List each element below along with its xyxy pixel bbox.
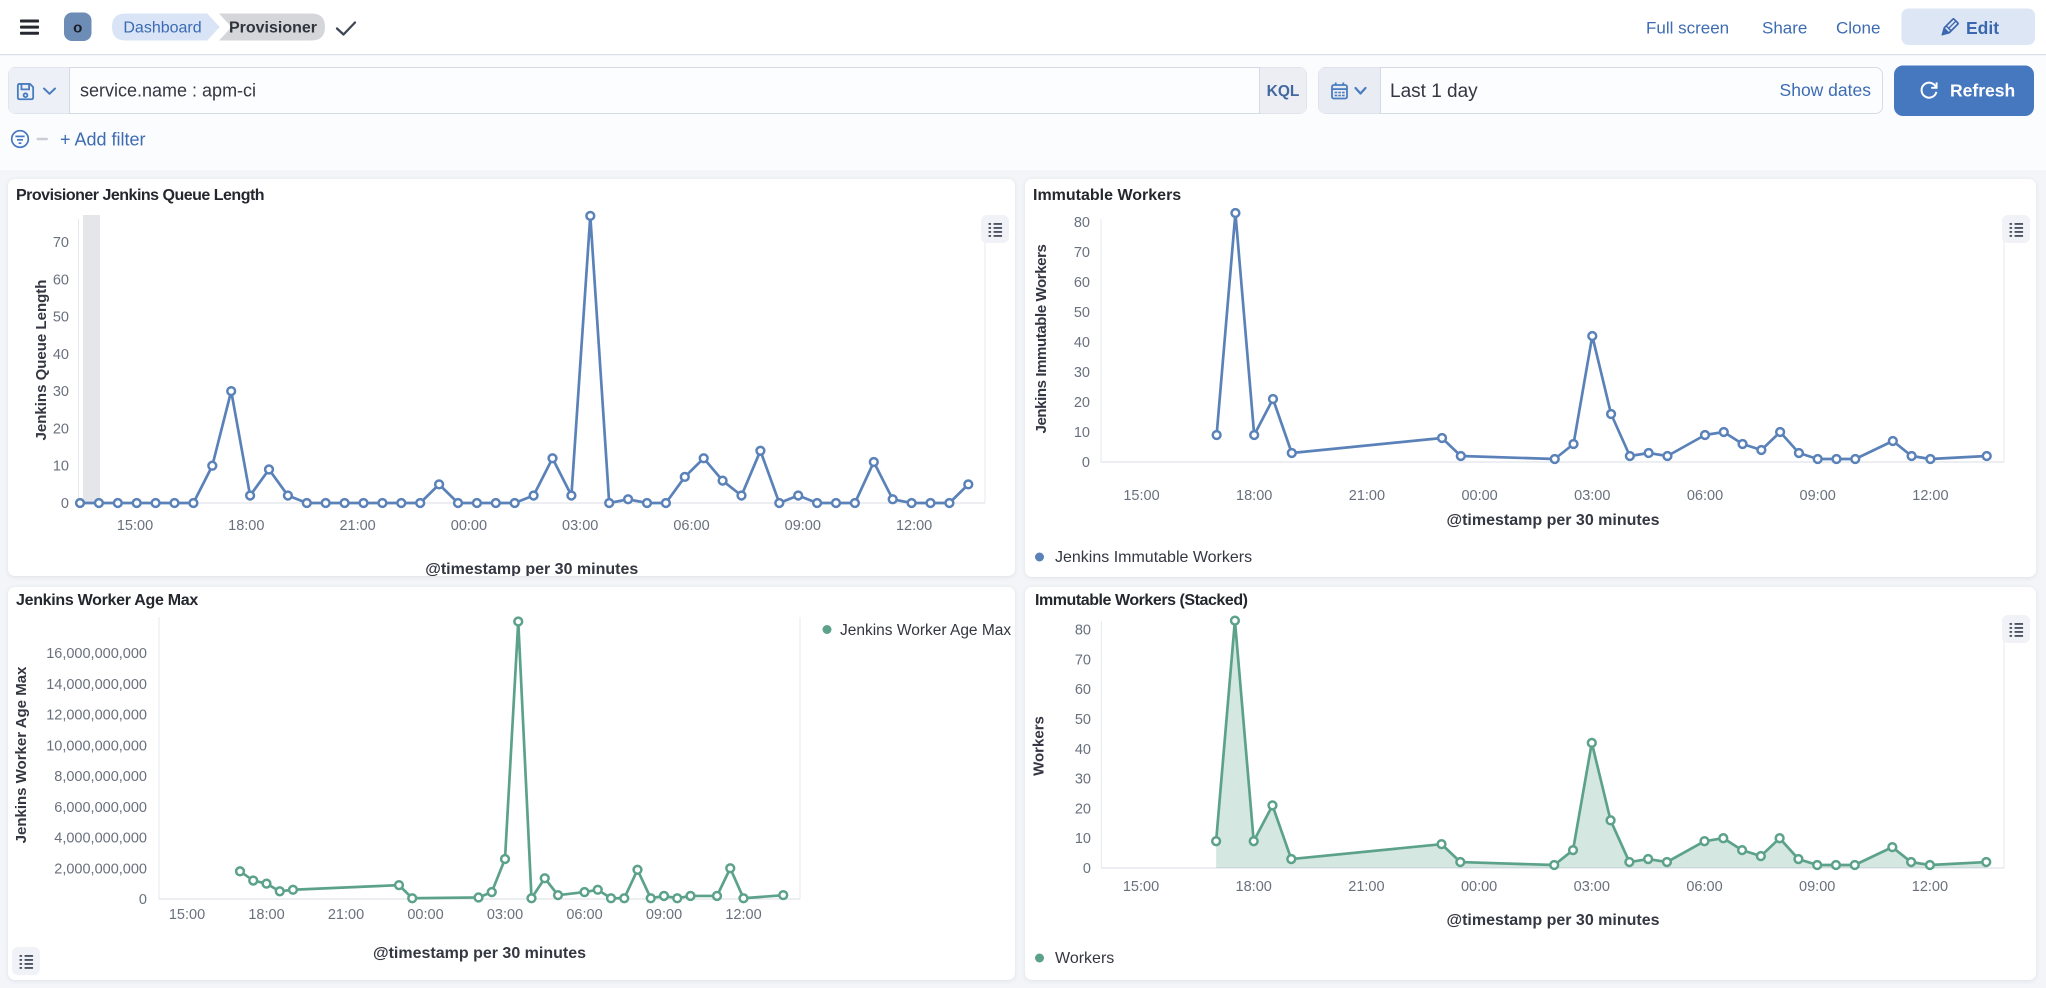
- svg-text:@timestamp per 30 minutes: @timestamp per 30 minutes: [1447, 912, 1660, 929]
- svg-text:70: 70: [1074, 245, 1090, 261]
- svg-text:03:00: 03:00: [1574, 488, 1610, 504]
- svg-text:Share: Share: [1762, 19, 1807, 38]
- svg-text:70: 70: [53, 235, 69, 251]
- svg-text:+ Add filter: + Add filter: [60, 130, 146, 150]
- svg-text:15:00: 15:00: [1123, 879, 1159, 895]
- svg-text:o: o: [73, 20, 82, 37]
- svg-text:60: 60: [53, 272, 69, 288]
- svg-text:18:00: 18:00: [1236, 488, 1272, 504]
- svg-text:Jenkins Worker Age Max: Jenkins Worker Age Max: [13, 666, 30, 843]
- svg-text:21:00: 21:00: [1349, 488, 1385, 504]
- svg-text:21:00: 21:00: [1348, 879, 1384, 895]
- svg-text:0: 0: [1083, 861, 1091, 877]
- svg-text:03:00: 03:00: [487, 907, 523, 923]
- svg-text:00:00: 00:00: [451, 518, 487, 534]
- svg-text:14,000,000,000: 14,000,000,000: [46, 677, 147, 693]
- svg-text:40: 40: [1075, 742, 1091, 758]
- svg-text:2,000,000,000: 2,000,000,000: [54, 861, 147, 877]
- svg-text:Jenkins Immutable Workers: Jenkins Immutable Workers: [1055, 549, 1252, 566]
- svg-text:Workers: Workers: [1031, 716, 1048, 776]
- svg-text:00:00: 00:00: [1461, 879, 1497, 895]
- svg-text:15:00: 15:00: [117, 518, 153, 534]
- svg-text:30: 30: [1075, 772, 1091, 788]
- svg-text:Jenkins Worker Age Max: Jenkins Worker Age Max: [840, 622, 1011, 639]
- svg-text:Jenkins Worker Age Max: Jenkins Worker Age Max: [16, 592, 198, 609]
- svg-text:06:00: 06:00: [566, 907, 602, 923]
- svg-text:Workers: Workers: [1055, 950, 1114, 967]
- svg-text:0: 0: [61, 496, 69, 512]
- svg-text:12:00: 12:00: [896, 518, 932, 534]
- svg-text:@timestamp per 30 minutes: @timestamp per 30 minutes: [425, 561, 638, 576]
- svg-text:80: 80: [1074, 215, 1090, 231]
- svg-text:12:00: 12:00: [1912, 488, 1948, 504]
- svg-text:Jenkins Queue Length: Jenkins Queue Length: [33, 280, 50, 441]
- svg-text:6,000,000,000: 6,000,000,000: [54, 800, 147, 816]
- svg-text:18:00: 18:00: [1236, 879, 1272, 895]
- svg-text:09:00: 09:00: [646, 907, 682, 923]
- svg-text:10: 10: [1075, 831, 1091, 847]
- svg-text:Immutable Workers: Immutable Workers: [1033, 187, 1181, 204]
- svg-text:12:00: 12:00: [1912, 879, 1948, 895]
- svg-text:12,000,000,000: 12,000,000,000: [46, 708, 147, 724]
- svg-text:80: 80: [1075, 623, 1091, 639]
- svg-text:Show dates: Show dates: [1780, 80, 1872, 100]
- svg-text:03:00: 03:00: [1574, 879, 1610, 895]
- svg-text:50: 50: [53, 310, 69, 326]
- svg-text:21:00: 21:00: [339, 518, 375, 534]
- svg-text:18:00: 18:00: [248, 907, 284, 923]
- svg-text:10: 10: [1074, 425, 1090, 441]
- svg-text:60: 60: [1075, 682, 1091, 698]
- svg-text:20: 20: [1074, 395, 1090, 411]
- svg-text:Provisioner: Provisioner: [229, 20, 317, 37]
- svg-text:06:00: 06:00: [673, 518, 709, 534]
- svg-text:Last 1 day: Last 1 day: [1390, 81, 1478, 102]
- svg-text:Refresh: Refresh: [1950, 81, 2015, 101]
- svg-text:06:00: 06:00: [1687, 488, 1723, 504]
- svg-text:00:00: 00:00: [1461, 488, 1497, 504]
- svg-text:03:00: 03:00: [562, 518, 598, 534]
- svg-text:15:00: 15:00: [1123, 488, 1159, 504]
- svg-text:0: 0: [1082, 455, 1090, 471]
- svg-text:30: 30: [1074, 365, 1090, 381]
- svg-text:Jenkins Immutable Workers: Jenkins Immutable Workers: [1033, 244, 1050, 433]
- svg-text:0: 0: [139, 892, 147, 908]
- svg-text:Immutable Workers (Stacked): Immutable Workers (Stacked): [1035, 592, 1248, 609]
- svg-text:09:00: 09:00: [785, 518, 821, 534]
- svg-text:20: 20: [53, 421, 69, 437]
- svg-text:21:00: 21:00: [328, 907, 364, 923]
- svg-text:@timestamp per 30 minutes: @timestamp per 30 minutes: [1447, 512, 1660, 529]
- svg-text:12:00: 12:00: [725, 907, 761, 923]
- svg-text:30: 30: [53, 384, 69, 400]
- svg-text:KQL: KQL: [1267, 83, 1300, 100]
- svg-text:18:00: 18:00: [228, 518, 264, 534]
- svg-text:10: 10: [53, 459, 69, 475]
- svg-text:10,000,000,000: 10,000,000,000: [46, 738, 147, 754]
- svg-text:Edit: Edit: [1966, 18, 1999, 38]
- svg-text:Dashboard: Dashboard: [123, 20, 201, 37]
- svg-text:09:00: 09:00: [1799, 879, 1835, 895]
- svg-text:40: 40: [53, 347, 69, 363]
- svg-text:06:00: 06:00: [1686, 879, 1722, 895]
- svg-text:Clone: Clone: [1836, 19, 1880, 38]
- svg-text:50: 50: [1075, 712, 1091, 728]
- svg-text:60: 60: [1074, 275, 1090, 291]
- svg-text:@timestamp per 30 minutes: @timestamp per 30 minutes: [373, 945, 586, 962]
- svg-text:8,000,000,000: 8,000,000,000: [54, 769, 147, 785]
- svg-text:16,000,000,000: 16,000,000,000: [46, 646, 147, 662]
- svg-text:00:00: 00:00: [407, 907, 443, 923]
- svg-text:4,000,000,000: 4,000,000,000: [54, 831, 147, 847]
- svg-text:service.name : apm-ci: service.name : apm-ci: [80, 81, 256, 101]
- svg-text:Provisioner Jenkins Queue Leng: Provisioner Jenkins Queue Length: [16, 187, 264, 204]
- svg-text:40: 40: [1074, 335, 1090, 351]
- svg-text:70: 70: [1075, 652, 1091, 668]
- svg-text:20: 20: [1075, 801, 1091, 817]
- svg-text:15:00: 15:00: [169, 907, 205, 923]
- svg-text:09:00: 09:00: [1800, 488, 1836, 504]
- svg-text:50: 50: [1074, 305, 1090, 321]
- svg-text:Full screen: Full screen: [1646, 19, 1729, 38]
